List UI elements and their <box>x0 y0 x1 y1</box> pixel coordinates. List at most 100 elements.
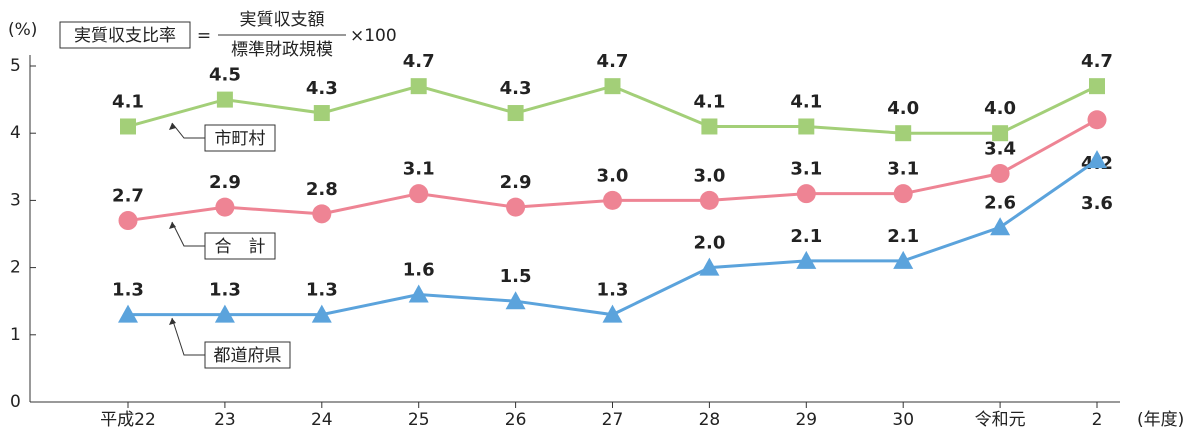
value-label: 4.1 <box>693 91 725 112</box>
legend-leader <box>171 221 205 247</box>
marker <box>506 197 526 217</box>
y-tick-label: 5 <box>10 56 21 76</box>
marker <box>215 197 235 217</box>
value-label: 3.1 <box>403 159 435 180</box>
value-label: 1.3 <box>112 280 144 301</box>
legend-box <box>204 341 291 369</box>
y-tick-label: 0 <box>10 392 21 412</box>
value-label: 4.7 <box>597 51 629 72</box>
x-tick-label: 24 <box>311 410 333 430</box>
value-label: 3.1 <box>887 159 919 180</box>
x-tick-label: 23 <box>214 410 236 430</box>
value-label: 1.6 <box>403 259 435 280</box>
value-label: 3.1 <box>790 159 822 180</box>
value-label: 3.4 <box>984 139 1016 160</box>
y-tick-label: 1 <box>10 325 21 345</box>
legend-label: 合 計 <box>215 237 266 257</box>
x-tick-label: 平成22 <box>100 410 156 430</box>
x-tick-label: 28 <box>699 410 721 430</box>
marker <box>893 184 913 204</box>
value-label: 3.0 <box>597 165 629 186</box>
marker <box>798 118 815 135</box>
legend-box <box>204 124 276 152</box>
value-label: 1.5 <box>500 266 532 287</box>
y-tick-label: 2 <box>10 258 21 278</box>
y-unit: (%) <box>8 20 37 40</box>
marker <box>311 304 332 323</box>
legend-leader <box>171 122 205 139</box>
value-label: 2.1 <box>887 226 919 247</box>
value-label: 4.0 <box>887 98 919 119</box>
value-label: 2.9 <box>209 172 241 193</box>
marker <box>505 291 526 310</box>
value-label: 2.9 <box>500 172 532 193</box>
marker <box>507 105 524 122</box>
marker <box>893 250 914 269</box>
marker <box>992 125 1009 142</box>
marker <box>796 250 817 269</box>
marker <box>1087 150 1107 169</box>
value-label: 2.0 <box>693 233 725 254</box>
formula-box <box>59 21 191 49</box>
x-tick-label: 26 <box>505 410 527 430</box>
x-tick-label: 27 <box>602 410 624 430</box>
marker <box>409 184 429 204</box>
marker <box>408 284 429 303</box>
value-label: 2.1 <box>790 226 822 247</box>
formula-name: 実質収支比率 <box>74 26 176 46</box>
marker <box>699 190 719 210</box>
y-tick-label: 4 <box>10 123 21 143</box>
marker <box>410 78 427 95</box>
value-label: 2.8 <box>306 179 338 200</box>
legend-box <box>204 232 276 260</box>
marker <box>214 304 235 323</box>
value-label: 1.3 <box>597 280 629 301</box>
value-label: 1.3 <box>306 280 338 301</box>
x-unit: (年度) <box>1137 410 1184 430</box>
value-label: 2.7 <box>112 186 144 207</box>
value-label: 3.0 <box>693 165 725 186</box>
value-label: 4.3 <box>500 78 532 99</box>
legend-arrow <box>169 123 176 130</box>
value-label: 4.1 <box>790 91 822 112</box>
legend-label: 都道府県 <box>214 346 282 366</box>
marker <box>699 257 720 276</box>
marker <box>312 204 332 224</box>
x-tick-label: 29 <box>795 410 817 430</box>
x-tick-label: 25 <box>408 410 430 430</box>
marker <box>990 164 1010 184</box>
legend-leader <box>171 317 205 356</box>
legend-arrow <box>169 318 176 325</box>
marker <box>120 118 136 135</box>
value-label: 4.0 <box>984 98 1016 119</box>
marker <box>604 78 621 95</box>
formula-multiplier: ×100 <box>350 26 397 46</box>
marker <box>118 304 138 323</box>
marker <box>118 211 138 231</box>
value-label: 4.3 <box>306 78 338 99</box>
x-tick-label: 令和元 <box>975 410 1026 430</box>
formula-denominator: 標準財政規模 <box>231 40 333 60</box>
marker <box>1089 78 1105 95</box>
value-label: 3.6 <box>1081 193 1113 214</box>
formula-numerator: 実質収支額 <box>240 10 325 30</box>
marker <box>701 118 718 135</box>
marker <box>313 105 330 122</box>
legend-arrow <box>169 222 176 229</box>
marker <box>1087 110 1107 130</box>
marker <box>796 184 816 204</box>
marker <box>895 125 912 142</box>
marker <box>602 304 623 323</box>
marker <box>216 91 233 108</box>
x-tick-label: 30 <box>892 410 914 430</box>
marker <box>990 217 1011 236</box>
value-label: 2.6 <box>984 192 1016 213</box>
value-label: 4.5 <box>209 65 241 86</box>
formula-equals: = <box>197 26 211 46</box>
legend-label: 市町村 <box>215 129 266 149</box>
marker <box>603 190 622 210</box>
value-label: 4.7 <box>403 51 435 72</box>
value-label: 4.1 <box>112 91 144 112</box>
value-label: 4.7 <box>1081 51 1113 72</box>
